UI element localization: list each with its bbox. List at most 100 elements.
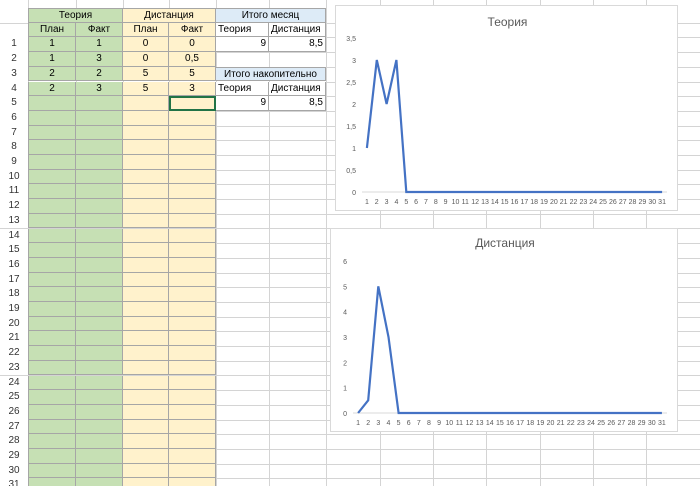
row-number[interactable]: 1 — [0, 37, 28, 53]
theory-fact-cell[interactable] — [76, 360, 123, 376]
theory-fact-cell[interactable] — [76, 478, 123, 486]
theory-plan-cell[interactable] — [28, 125, 76, 141]
distance-fact-cell[interactable]: 0 — [169, 37, 216, 53]
row-number[interactable]: 6 — [0, 110, 28, 126]
distance-fact-cell[interactable] — [169, 155, 216, 170]
theory-plan-cell[interactable] — [28, 243, 76, 258]
cumulative-distance-value[interactable]: 8,5 — [269, 96, 326, 111]
row-number[interactable]: 12 — [0, 199, 28, 214]
distance-plan-cell[interactable] — [123, 228, 169, 244]
theory-fact-cell[interactable] — [76, 316, 123, 332]
row-number[interactable]: 22 — [0, 346, 28, 361]
theory-plan-cell[interactable] — [28, 478, 76, 486]
distance-chart[interactable]: Дистанция 0 1 2 3 4 5 6 1 2 3 4 5 6 7 8 9 10 11 12 13 14 15 16 1… — [330, 228, 678, 432]
theory-fact-cell[interactable] — [76, 169, 123, 185]
distance-plan-cell[interactable] — [123, 316, 169, 332]
distance-fact-cell[interactable] — [169, 419, 216, 435]
row-number[interactable]: 25 — [0, 390, 28, 405]
distance-fact-cell[interactable] — [169, 449, 216, 464]
row-number[interactable]: 26 — [0, 404, 28, 420]
theory-fact-cell[interactable]: 3 — [76, 52, 123, 67]
cumulative-theory-label[interactable]: Теория — [216, 81, 269, 97]
theory-plan-cell[interactable] — [28, 302, 76, 317]
theory-plan-cell[interactable] — [28, 140, 76, 155]
distance-fact-cell[interactable] — [169, 331, 216, 347]
distance-plan-cell[interactable] — [123, 390, 169, 405]
theory-fact-cell[interactable] — [76, 110, 123, 126]
theory-fact-cell[interactable] — [76, 243, 123, 258]
theory-fact-cell[interactable]: 3 — [76, 81, 123, 97]
distance-plan-cell[interactable] — [123, 125, 169, 141]
theory-fact-cell[interactable]: 2 — [76, 66, 123, 82]
subheader-distance-fact[interactable]: Факт — [169, 22, 216, 38]
distance-plan-cell[interactable] — [123, 449, 169, 464]
distance-plan-cell[interactable] — [123, 360, 169, 376]
row-number[interactable]: 21 — [0, 331, 28, 347]
theory-fact-cell[interactable] — [76, 302, 123, 317]
theory-fact-cell[interactable] — [76, 96, 123, 111]
theory-fact-cell[interactable] — [76, 390, 123, 405]
row-number[interactable]: 14 — [0, 228, 28, 244]
theory-fact-cell[interactable] — [76, 213, 123, 229]
distance-plan-cell[interactable] — [123, 257, 169, 273]
theory-plan-cell[interactable] — [28, 272, 76, 288]
row-number[interactable]: 23 — [0, 360, 28, 376]
distance-fact-cell[interactable] — [169, 375, 216, 391]
distance-plan-cell[interactable] — [123, 199, 169, 214]
theory-plan-cell[interactable]: 2 — [28, 66, 76, 82]
theory-plan-cell[interactable] — [28, 155, 76, 170]
theory-plan-cell[interactable] — [28, 404, 76, 420]
distance-fact-cell[interactable] — [169, 302, 216, 317]
distance-plan-cell[interactable] — [123, 346, 169, 361]
distance-fact-cell[interactable] — [169, 125, 216, 141]
distance-fact-cell[interactable] — [169, 184, 216, 200]
distance-plan-cell[interactable] — [123, 272, 169, 288]
distance-fact-cell[interactable] — [169, 257, 216, 273]
row-number[interactable]: 4 — [0, 81, 28, 97]
theory-fact-cell[interactable] — [76, 228, 123, 244]
distance-plan-cell[interactable] — [123, 302, 169, 317]
distance-fact-cell[interactable] — [169, 316, 216, 332]
distance-plan-cell[interactable]: 5 — [123, 81, 169, 97]
distance-fact-cell[interactable] — [169, 272, 216, 288]
month-theory-value[interactable]: 9 — [216, 37, 269, 53]
row-number[interactable]: 16 — [0, 257, 28, 273]
theory-fact-cell[interactable] — [76, 125, 123, 141]
subheader-distance-plan[interactable]: План — [123, 22, 169, 38]
theory-fact-cell[interactable] — [76, 434, 123, 449]
distance-plan-cell[interactable] — [123, 463, 169, 479]
theory-plan-cell[interactable] — [28, 287, 76, 302]
distance-plan-cell[interactable] — [123, 184, 169, 200]
distance-plan-cell[interactable] — [123, 140, 169, 155]
distance-fact-cell[interactable] — [169, 390, 216, 405]
selected-cell[interactable] — [169, 96, 216, 111]
theory-fact-cell[interactable] — [76, 404, 123, 420]
cumulative-theory-value[interactable]: 9 — [216, 96, 269, 111]
theory-plan-cell[interactable] — [28, 110, 76, 126]
distance-fact-cell[interactable] — [169, 287, 216, 302]
theory-fact-cell[interactable]: 1 — [76, 37, 123, 53]
row-number[interactable]: 29 — [0, 449, 28, 464]
theory-plan-cell[interactable] — [28, 316, 76, 332]
theory-plan-cell[interactable] — [28, 228, 76, 244]
distance-fact-cell[interactable] — [169, 360, 216, 376]
theory-fact-cell[interactable] — [76, 331, 123, 347]
row-number[interactable]: 17 — [0, 272, 28, 288]
distance-plan-cell[interactable] — [123, 213, 169, 229]
distance-fact-cell[interactable] — [169, 213, 216, 229]
distance-plan-cell[interactable] — [123, 404, 169, 420]
distance-fact-cell[interactable] — [169, 110, 216, 126]
theory-fact-cell[interactable] — [76, 140, 123, 155]
row-number[interactable]: 19 — [0, 302, 28, 317]
distance-fact-cell[interactable] — [169, 199, 216, 214]
theory-fact-cell[interactable] — [76, 257, 123, 273]
distance-plan-cell[interactable] — [123, 169, 169, 185]
theory-plan-cell[interactable] — [28, 213, 76, 229]
theory-plan-cell[interactable]: 2 — [28, 81, 76, 97]
distance-fact-cell[interactable] — [169, 463, 216, 479]
theory-plan-cell[interactable] — [28, 96, 76, 111]
row-number[interactable]: 10 — [0, 169, 28, 185]
theory-fact-cell[interactable] — [76, 449, 123, 464]
theory-fact-cell[interactable] — [76, 155, 123, 170]
row-number[interactable]: 15 — [0, 243, 28, 258]
